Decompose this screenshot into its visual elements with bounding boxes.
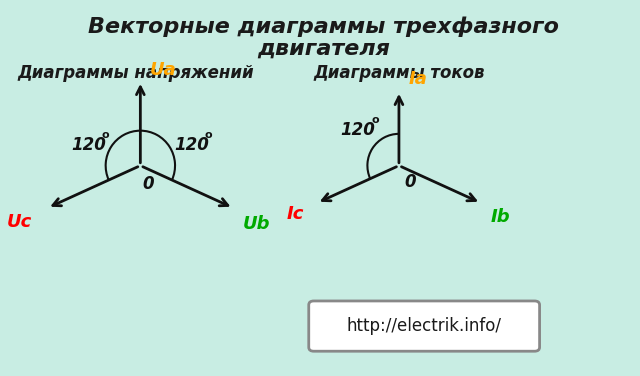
Text: Ua: Ua [150,61,177,79]
Text: 120: 120 [71,136,106,154]
Text: Ia: Ia [408,70,428,88]
Text: Uc: Uc [6,213,32,231]
Text: Ic: Ic [287,205,305,223]
Text: o: o [102,130,109,140]
Text: 120: 120 [175,136,209,154]
Text: Диаграммы напряжений: Диаграммы напряжений [17,64,254,82]
Text: Ib: Ib [490,208,510,226]
Text: 0: 0 [142,174,154,193]
Text: двигателя: двигателя [257,39,390,59]
Text: o: o [205,130,212,140]
Text: o: o [372,115,380,125]
Text: 120: 120 [340,121,376,139]
Text: 0: 0 [404,173,416,191]
Text: http://electrik.info/: http://electrik.info/ [347,317,502,335]
FancyBboxPatch shape [308,301,540,351]
Text: Векторные диаграммы трехфазного: Векторные диаграммы трехфазного [88,16,559,37]
Text: Ub: Ub [243,215,270,233]
Text: Диаграммы токов: Диаграммы токов [314,64,485,82]
